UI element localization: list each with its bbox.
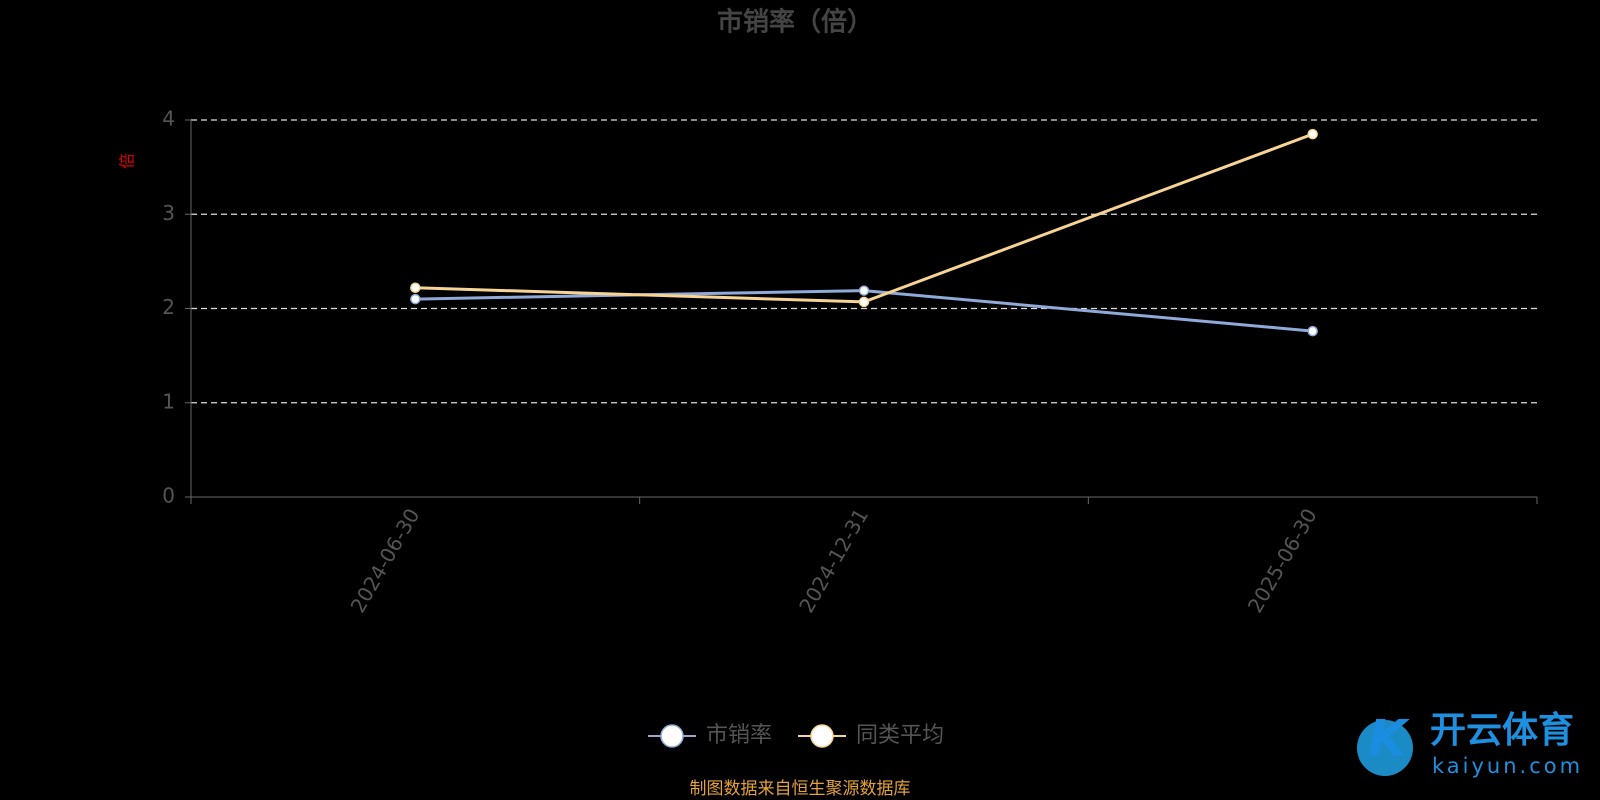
legend-marker	[810, 724, 834, 748]
legend-label: 同类平均	[856, 723, 944, 748]
legend-item[interactable]: 同类平均	[798, 723, 944, 748]
data-point	[410, 282, 421, 294]
data-point	[1307, 128, 1318, 140]
watermark-site: kaiyun.com	[1432, 754, 1583, 778]
source-note: 制图数据来自恒生聚源数据库	[690, 779, 911, 799]
data-point	[858, 296, 870, 308]
y-tick-label: 0	[162, 484, 175, 508]
y-tick-label: 4	[162, 107, 175, 131]
data-point	[410, 293, 421, 305]
legend-marker	[660, 724, 684, 748]
y-tick-label: 3	[162, 201, 175, 225]
legend-label: 市销率	[706, 723, 772, 748]
y-tick-label: 1	[162, 389, 175, 413]
logo-k: K	[1368, 710, 1410, 768]
y-tick-label: 2	[162, 295, 175, 319]
legend-item[interactable]: 市销率	[648, 723, 772, 748]
watermark-brand: 开云体育	[1430, 710, 1574, 751]
data-point	[1307, 325, 1318, 337]
y-axis-label: 倍	[118, 153, 137, 169]
logo-icon	[1357, 720, 1413, 776]
watermark: K 开云体育 kaiyun.com	[1357, 710, 1583, 778]
data-point	[858, 285, 870, 296]
chart-title: 市销率（倍）	[717, 7, 873, 38]
